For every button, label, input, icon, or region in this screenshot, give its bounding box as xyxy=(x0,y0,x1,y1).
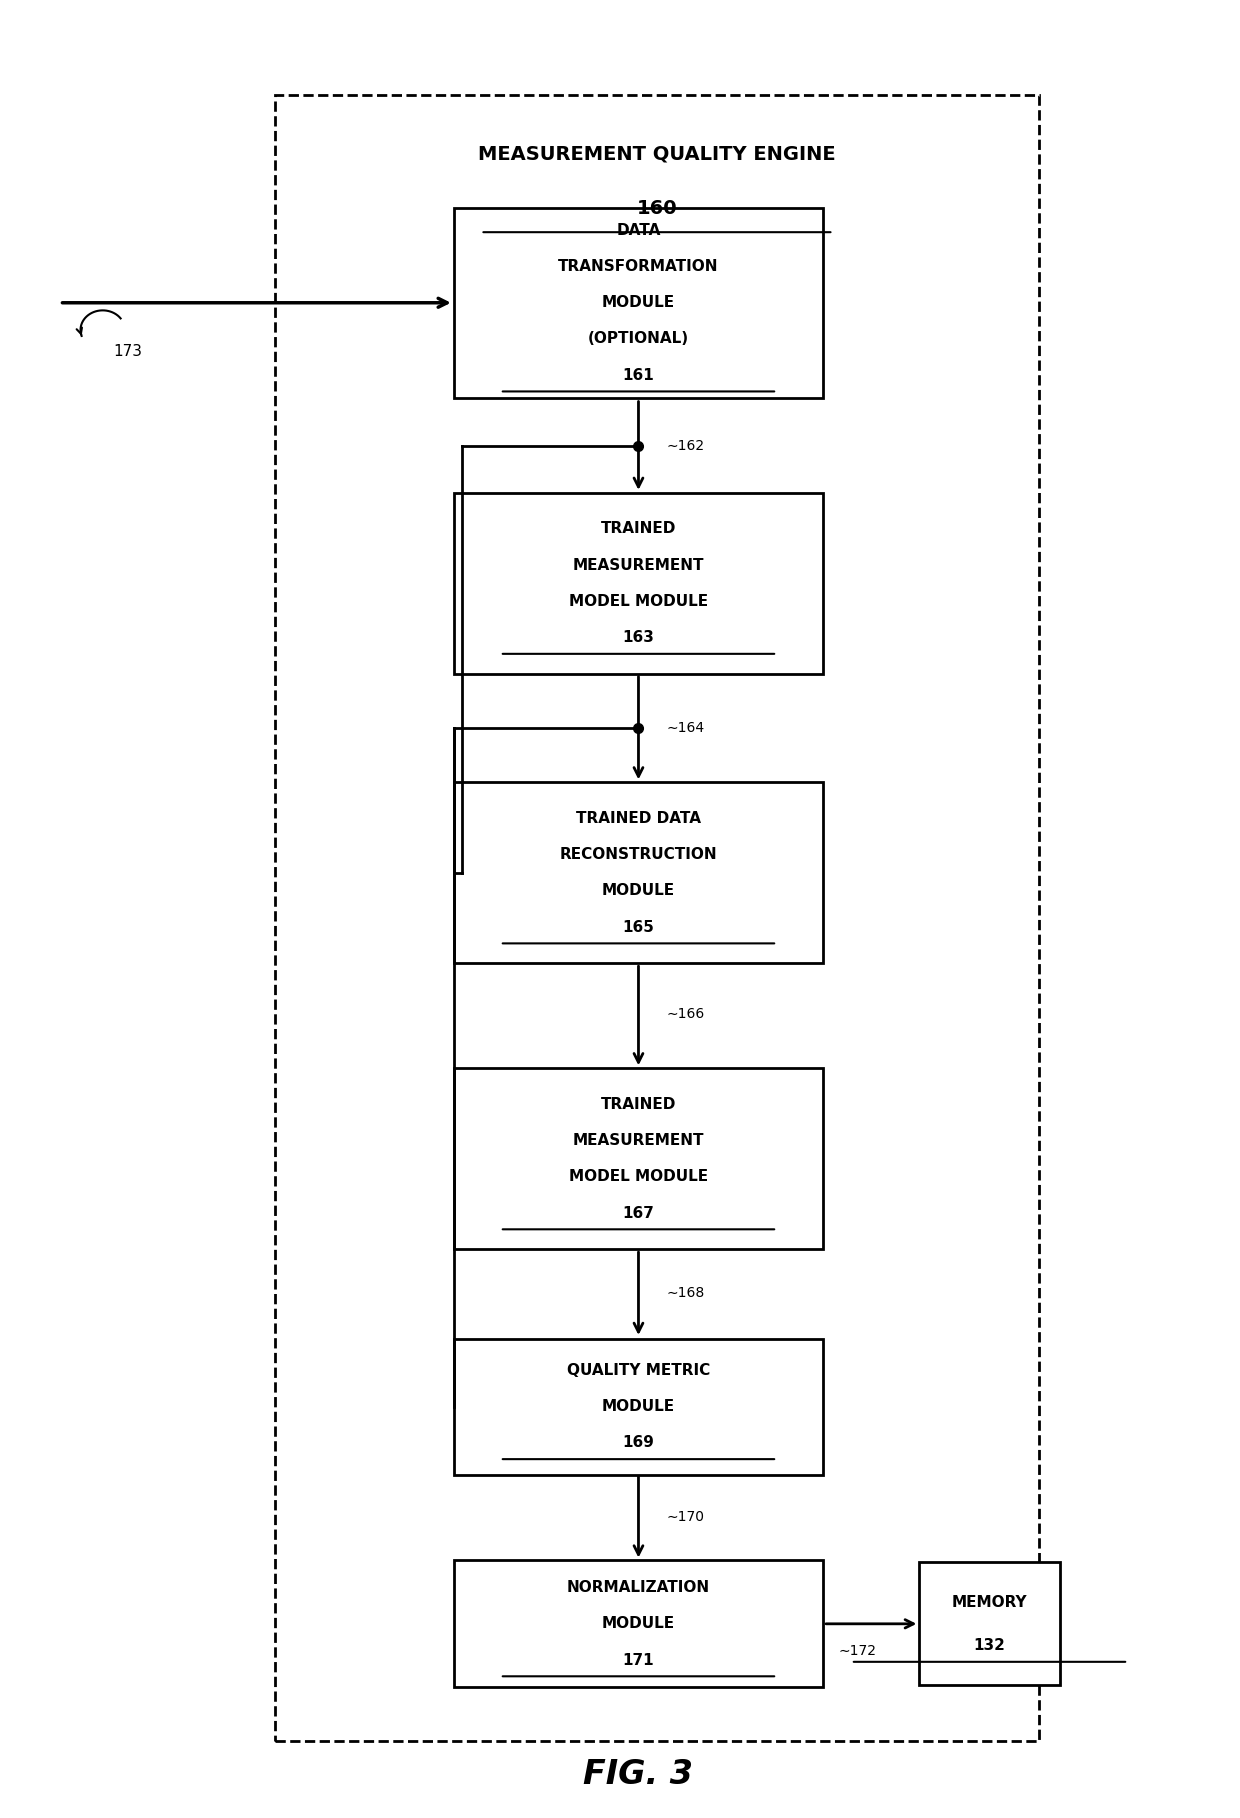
Text: (OPTIONAL): (OPTIONAL) xyxy=(588,331,689,347)
Text: MODULE: MODULE xyxy=(601,1400,675,1414)
Text: 163: 163 xyxy=(622,631,655,645)
Text: QUALITY METRIC: QUALITY METRIC xyxy=(567,1364,711,1378)
Text: ∼166: ∼166 xyxy=(667,1007,706,1022)
Text: NORMALIZATION: NORMALIZATION xyxy=(567,1580,711,1594)
FancyBboxPatch shape xyxy=(454,493,823,674)
Text: ∼172: ∼172 xyxy=(838,1643,877,1658)
Text: TRAINED: TRAINED xyxy=(601,1096,676,1113)
FancyBboxPatch shape xyxy=(275,95,1039,1742)
Text: MEASUREMENT: MEASUREMENT xyxy=(573,1133,704,1149)
Text: 132: 132 xyxy=(973,1638,1006,1653)
Text: 173: 173 xyxy=(113,344,141,360)
Text: DATA: DATA xyxy=(616,224,661,238)
Text: MODULE: MODULE xyxy=(601,884,675,898)
Text: FIG. 3: FIG. 3 xyxy=(584,1758,693,1791)
FancyBboxPatch shape xyxy=(919,1562,1060,1685)
Text: ∼168: ∼168 xyxy=(667,1285,706,1300)
FancyBboxPatch shape xyxy=(454,1338,823,1474)
Text: MEASUREMENT QUALITY ENGINE: MEASUREMENT QUALITY ENGINE xyxy=(479,145,836,164)
Text: ∼164: ∼164 xyxy=(667,722,704,734)
FancyBboxPatch shape xyxy=(454,207,823,398)
Text: MODEL MODULE: MODEL MODULE xyxy=(569,1169,708,1184)
Text: 165: 165 xyxy=(622,920,655,934)
FancyBboxPatch shape xyxy=(454,1069,823,1249)
Text: MEASUREMENT: MEASUREMENT xyxy=(573,558,704,573)
Text: RECONSTRUCTION: RECONSTRUCTION xyxy=(559,847,717,862)
Text: ∼170: ∼170 xyxy=(667,1511,704,1523)
Text: TRAINED DATA: TRAINED DATA xyxy=(575,811,701,825)
FancyBboxPatch shape xyxy=(454,782,823,964)
Text: MODULE: MODULE xyxy=(601,1616,675,1631)
Text: ∼162: ∼162 xyxy=(667,438,704,453)
Text: TRANSFORMATION: TRANSFORMATION xyxy=(558,260,719,275)
Text: TRAINED: TRAINED xyxy=(601,522,676,536)
FancyBboxPatch shape xyxy=(454,1560,823,1687)
Text: 169: 169 xyxy=(622,1436,655,1451)
Text: 161: 161 xyxy=(622,367,655,382)
Text: MODULE: MODULE xyxy=(601,295,675,311)
Text: 167: 167 xyxy=(622,1205,655,1220)
Text: 171: 171 xyxy=(622,1653,655,1667)
Text: MEMORY: MEMORY xyxy=(951,1594,1027,1609)
Text: MODEL MODULE: MODEL MODULE xyxy=(569,594,708,609)
Text: 160: 160 xyxy=(636,200,677,218)
